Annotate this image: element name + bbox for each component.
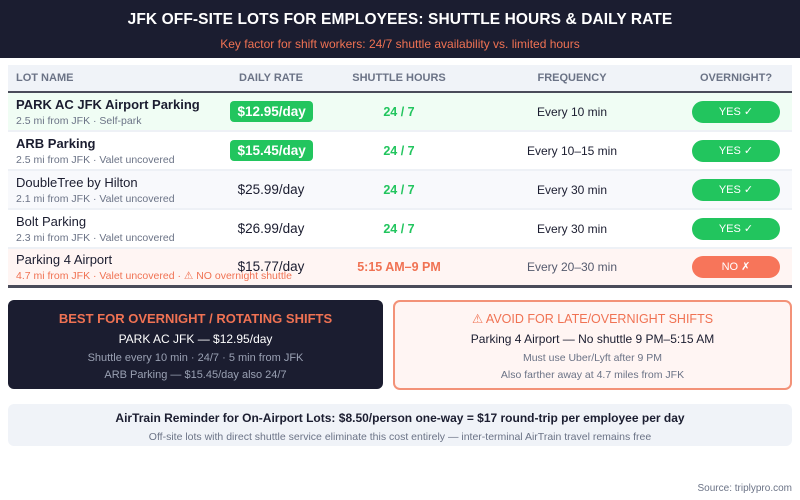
airtrain-reminder: AirTrain Reminder for On-Airport Lots: $… [8,404,792,446]
shuttle-hours: 24 / 7 [383,104,415,119]
column-header-lot-name: LOT NAME [16,72,74,84]
avoid-panel-detail: Must use Uber/Lyft after 9 PM [522,352,663,364]
overnight-no-badge: NO ✗ [692,256,780,278]
table-row: Bolt Parking 2.3 mi from JFK · Valet unc… [8,210,792,249]
frequency: Every 10 min [536,104,608,119]
daily-rate: $25.99/day [237,181,305,197]
table-row: PARK AC JFK Airport Parking 2.5 mi from … [8,93,792,132]
lot-name: Parking 4 Airport [16,252,113,267]
best-panel-primary: PARK AC JFK — $12.95/day [118,332,273,346]
lot-details: 2.3 mi from JFK · Valet uncovered [16,231,175,244]
column-header-daily-rate: DAILY RATE [239,72,303,84]
avoid-panel-title: ⚠ AVOID FOR LATE/OVERNIGHT SHIFTS [471,312,714,326]
lot-details: 2.1 mi from JFK · Valet uncovered [16,192,175,205]
shuttle-hours: 24 / 7 [383,221,415,236]
lot-name: ARB Parking [16,135,96,151]
column-header-overnight: OVERNIGHT? [699,72,773,84]
table-row: ARB Parking 2.5 mi from JFK · Valet unco… [8,132,792,171]
frequency: Every 30 min [536,182,608,197]
best-panel-alternative: ARB Parking — $15.45/day also 24/7 [104,369,287,381]
frequency: Every 30 min [536,221,608,236]
lot-name: PARK AC JFK Airport Parking [16,96,200,112]
avoid-panel-extra: Also farther away at 4.7 miles from JFK [500,369,685,381]
daily-rate: $15.77/day [237,259,305,274]
frequency: Every 20–30 min [526,260,618,274]
overnight-yes-badge: YES ✓ [692,217,780,240]
avoid-panel: ⚠ AVOID FOR LATE/OVERNIGHT SHIFTS Parkin… [393,300,792,390]
airtrain-note: Off-site lots with direct shuttle servic… [148,431,652,443]
overnight-yes-badge: YES ✓ [692,178,780,201]
best-panel-detail: Shuttle every 10 min · 24/7 · 5 min from… [87,352,304,364]
lot-details: 2.5 mi from JFK · Valet uncovered [16,153,175,166]
header-banner: JFK OFF-SITE LOTS FOR EMPLOYEES: SHUTTLE… [0,0,800,58]
table-row: Parking 4 Airport 4.7 mi from JFK · Vale… [8,249,792,288]
shuttle-hours: 5:15 AM–9 PM [357,260,441,274]
page-subtitle: Key factor for shift workers: 24/7 shutt… [220,37,580,51]
source-credit: Source: triplypro.com [697,483,792,494]
overnight-yes-badge: YES ✓ [692,100,780,123]
daily-rate: $26.99/day [237,220,305,236]
lot-details-warning: 4.7 mi from JFK · Valet uncovered · ⚠ NO… [16,270,292,282]
table-header: LOT NAME DAILY RATE SHUTTLE HOURS FREQUE… [8,65,792,93]
lot-name: DoubleTree by Hilton [16,174,138,190]
best-panel-title: BEST FOR OVERNIGHT / ROTATING SHIFTS [58,311,333,326]
avoid-panel-primary: Parking 4 Airport — No shuttle 9 PM–5:15… [470,332,715,346]
daily-rate-badge: $12.95/day [229,101,313,122]
lot-name: Bolt Parking [16,213,87,229]
shuttle-hours: 24 / 7 [383,182,415,197]
table-row: DoubleTree by Hilton 2.1 mi from JFK · V… [8,171,792,210]
best-for-overnight-panel: BEST FOR OVERNIGHT / ROTATING SHIFTS PAR… [8,300,383,389]
airtrain-title: AirTrain Reminder for On-Airport Lots: $… [115,411,685,425]
shuttle-hours: 24 / 7 [383,143,415,158]
lots-table: LOT NAME DAILY RATE SHUTTLE HOURS FREQUE… [8,65,792,288]
page-title: JFK OFF-SITE LOTS FOR EMPLOYEES: SHUTTLE… [127,11,673,28]
overnight-yes-badge: YES ✓ [692,139,780,162]
column-header-frequency: FREQUENCY [537,72,607,84]
frequency: Every 10–15 min [526,143,618,158]
daily-rate-badge: $15.45/day [229,140,313,161]
column-header-shuttle-hours: SHUTTLE HOURS [352,72,446,84]
lot-details: 2.5 mi from JFK · Self-park [16,114,142,127]
